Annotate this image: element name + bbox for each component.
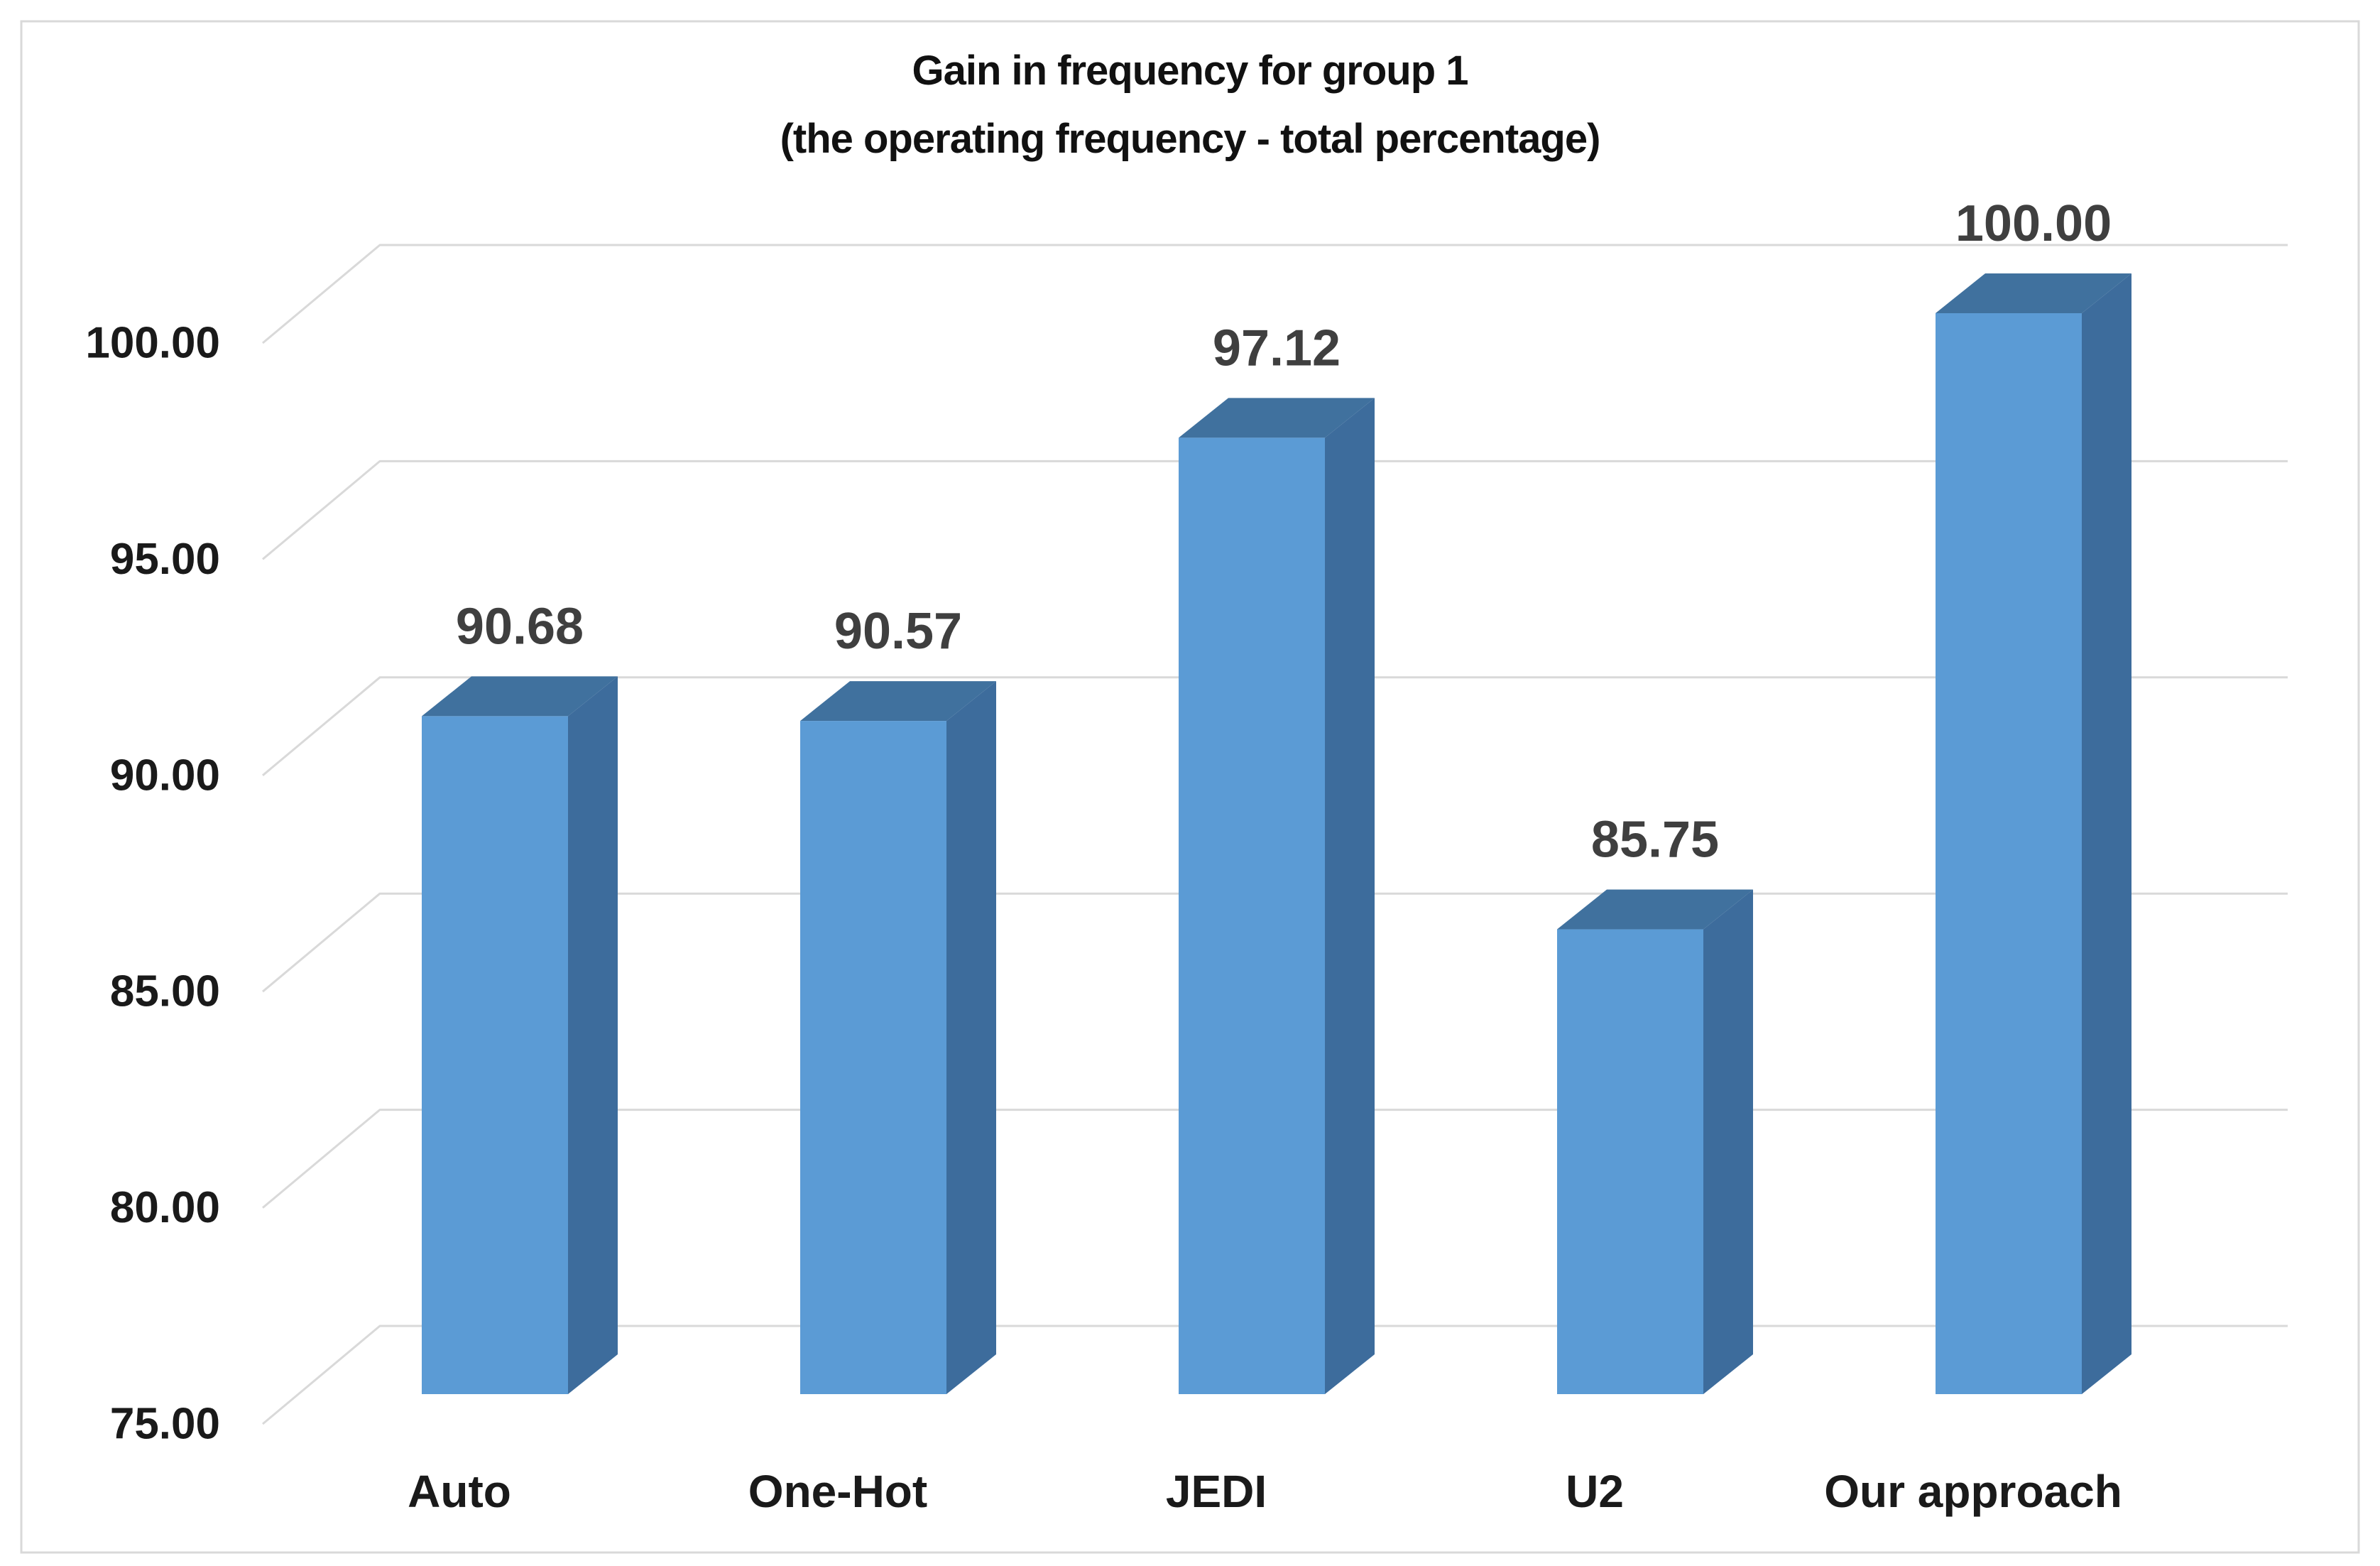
bar-top-face bbox=[1936, 273, 2131, 313]
bar-top-face bbox=[1179, 398, 1375, 438]
bar-top-face bbox=[1557, 889, 1753, 930]
bar-side-face bbox=[1325, 398, 1375, 1394]
gridline bbox=[262, 676, 2288, 776]
y-axis-tick-label: 75.00 bbox=[110, 1400, 220, 1449]
bar-front-face bbox=[1557, 929, 1703, 1394]
bar-top-face bbox=[422, 676, 618, 717]
chart-title-line-1: Gain in frequency for group 1 bbox=[912, 48, 1468, 94]
chart-title-line-2: (the operating frequency - total percent… bbox=[780, 116, 1601, 162]
y-axis-tick-label: 90.00 bbox=[110, 751, 220, 800]
bar-side-face bbox=[2082, 273, 2131, 1394]
x-axis-category-label: One-Hot bbox=[748, 1466, 927, 1517]
x-axis-category-label: JEDI bbox=[1166, 1466, 1267, 1517]
bar-data-label: 90.68 bbox=[456, 598, 584, 655]
x-axis-category-label: Auto bbox=[408, 1466, 511, 1517]
x-axis-category-label: Our approach bbox=[1824, 1466, 2122, 1517]
bar-data-label: 85.75 bbox=[1591, 812, 1719, 869]
bar-front-face bbox=[1936, 313, 2082, 1394]
y-axis-tick-label: 100.00 bbox=[85, 319, 220, 368]
bar-side-face bbox=[1703, 889, 1753, 1394]
y-axis-tick-label: 95.00 bbox=[110, 535, 220, 584]
bar-data-label: 90.57 bbox=[834, 603, 962, 660]
bar-data-label: 97.12 bbox=[1213, 320, 1341, 376]
y-axis-tick-label: 85.00 bbox=[110, 967, 220, 1016]
gridline bbox=[262, 460, 2288, 560]
x-axis-category-label: U2 bbox=[1566, 1466, 1624, 1517]
bar-side-face bbox=[568, 676, 618, 1394]
bar-front-face bbox=[800, 721, 946, 1394]
bar-top-face bbox=[800, 681, 996, 722]
chart-frame bbox=[20, 20, 2360, 1554]
y-axis-tick-label: 80.00 bbox=[110, 1183, 220, 1232]
bar-side-face bbox=[946, 681, 996, 1394]
bar-front-face bbox=[1179, 437, 1325, 1394]
gridline bbox=[262, 244, 2288, 344]
chart-title: Gain in frequency for group 1 (the opera… bbox=[0, 37, 2380, 173]
bar-front-face bbox=[422, 716, 568, 1394]
bar-data-label: 100.00 bbox=[1955, 195, 2112, 252]
